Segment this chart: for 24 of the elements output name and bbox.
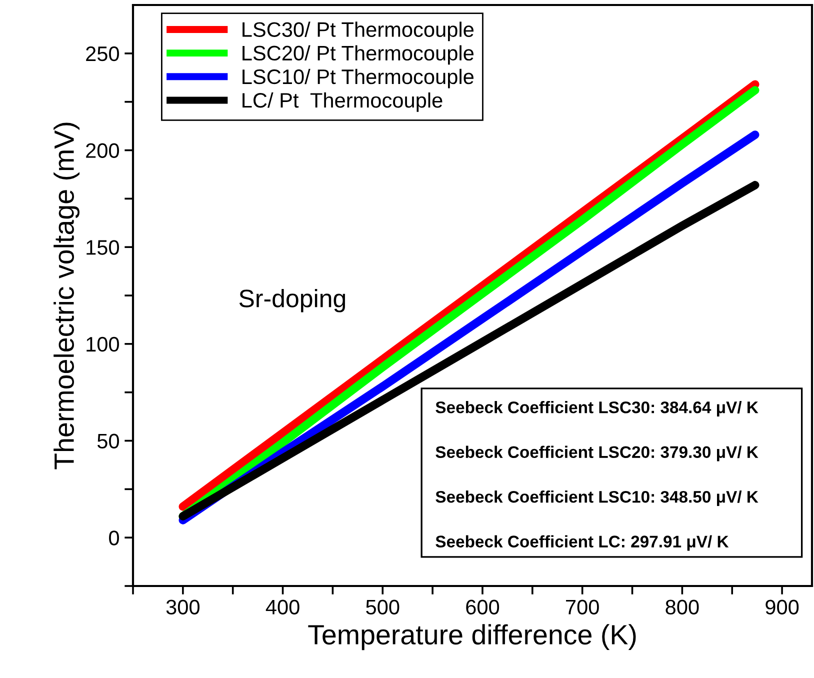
- y-tick-label: 100: [86, 336, 119, 352]
- x-tick-label: 500: [366, 600, 400, 614]
- legend-label: LSC20/ Pt Thermocouple: [242, 45, 474, 65]
- y-tick-label: 0: [109, 530, 119, 546]
- x-tick-label: 700: [566, 600, 599, 614]
- y-tick-label: 150: [86, 240, 119, 255]
- legend-label: LC/ Pt Thermocouple: [242, 92, 442, 112]
- x-axis-title: Temperature difference (K): [308, 624, 636, 650]
- annotation: Seebeck Coefficient LSC10: 348.50 μV/ K: [436, 490, 758, 506]
- x-tick-label: 600: [466, 600, 500, 614]
- legend-label: LSC30/ Pt Thermocouple: [242, 22, 474, 42]
- annotation: Sr-doping: [239, 289, 346, 312]
- y-axis-title: Thermoelectric voltage (mV): [54, 122, 80, 470]
- legend-label: LSC10/ Pt Thermocouple: [242, 68, 474, 88]
- y-tick-label: 50: [97, 434, 119, 449]
- annotation: Seebeck Coefficient LC: 297.91 μV/ K: [436, 535, 729, 551]
- x-tick-label: 400: [266, 600, 300, 614]
- x-tick-label: 300: [166, 600, 200, 614]
- y-tick-label: 250: [86, 46, 119, 62]
- annotation: Seebeck Coefficient LSC20: 379.30 μV/ K: [436, 446, 758, 462]
- x-tick-label: 900: [766, 600, 799, 614]
- annotation: Seebeck Coefficient LSC30: 384.64 μV/ K: [436, 401, 758, 416]
- y-tick-label: 200: [86, 143, 119, 158]
- x-tick-label: 800: [666, 600, 699, 614]
